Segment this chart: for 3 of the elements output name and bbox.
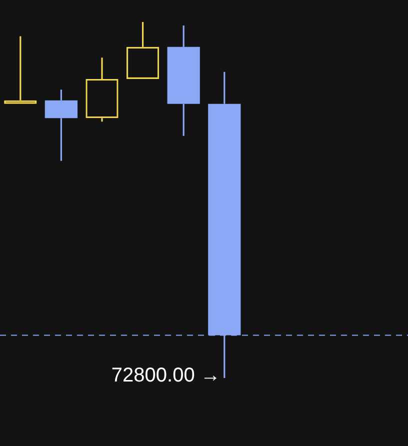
candlestick xyxy=(167,24,200,137)
candlestick xyxy=(44,88,78,162)
annotation: 72800.00 → xyxy=(111,364,220,387)
